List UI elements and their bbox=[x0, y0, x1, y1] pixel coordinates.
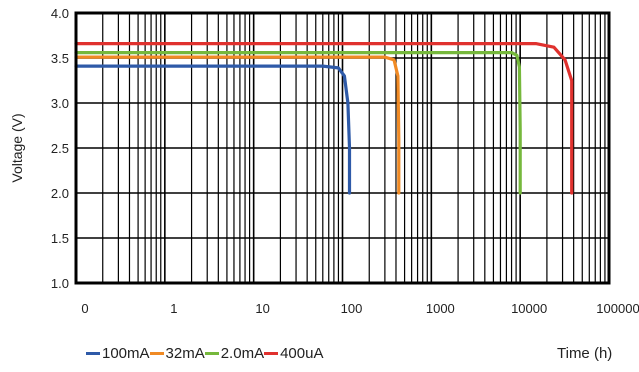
y-tick-labels: 1.0 1.5 2.0 2.5 3.0 3.5 4.0 bbox=[51, 6, 69, 291]
legend-swatch bbox=[86, 352, 100, 355]
legend-swatch bbox=[204, 352, 219, 355]
x-tick-label: 1 bbox=[170, 301, 177, 316]
y-tick-label: 1.0 bbox=[51, 276, 69, 291]
y-tick-label: 3.5 bbox=[51, 51, 69, 66]
series-line-100ma bbox=[74, 64, 352, 195]
legend-item-2ma: 2.0mA bbox=[204, 345, 265, 362]
legend-item-100ma: 100mA bbox=[86, 345, 150, 362]
plot-frame bbox=[74, 11, 611, 285]
y-axis-title: Voltage (V) bbox=[9, 113, 25, 182]
series-line-20ma bbox=[74, 50, 522, 195]
series-line-32ma bbox=[74, 55, 401, 195]
legend-swatch bbox=[264, 352, 279, 355]
y-tick-label: 3.0 bbox=[51, 96, 69, 111]
x-tick-label: 0 bbox=[81, 301, 88, 316]
x-tick-label: 10000 bbox=[511, 301, 547, 316]
x-axis-title: Time (h) bbox=[557, 345, 613, 362]
legend-label: 32mA bbox=[165, 345, 205, 362]
legend-item-400ua: 400uA bbox=[264, 345, 323, 362]
legend-label: 100mA bbox=[102, 345, 150, 362]
y-tick-label: 4.0 bbox=[51, 6, 69, 21]
legend-swatch bbox=[149, 352, 164, 355]
x-tick-label: 100 bbox=[341, 301, 363, 316]
y-tick-label: 2.5 bbox=[51, 141, 69, 156]
series-lines bbox=[74, 41, 574, 195]
y-tick-label: 2.0 bbox=[51, 186, 69, 201]
x-tick-labels: 0 1 10 100 1000 10000 100000 bbox=[81, 301, 639, 316]
legend-item-32ma: 32mA bbox=[149, 345, 205, 362]
y-tick-label: 1.5 bbox=[51, 231, 69, 246]
x-tick-label: 1000 bbox=[426, 301, 455, 316]
x-tick-label: 10 bbox=[255, 301, 269, 316]
series-line-400ua bbox=[74, 41, 574, 195]
legend-label: 2.0mA bbox=[220, 345, 265, 362]
x-tick-label: 100000 bbox=[596, 301, 639, 316]
legend-label: 400uA bbox=[280, 345, 324, 362]
legend: 100mA 32mA 2.0mA 400uA bbox=[86, 345, 323, 362]
